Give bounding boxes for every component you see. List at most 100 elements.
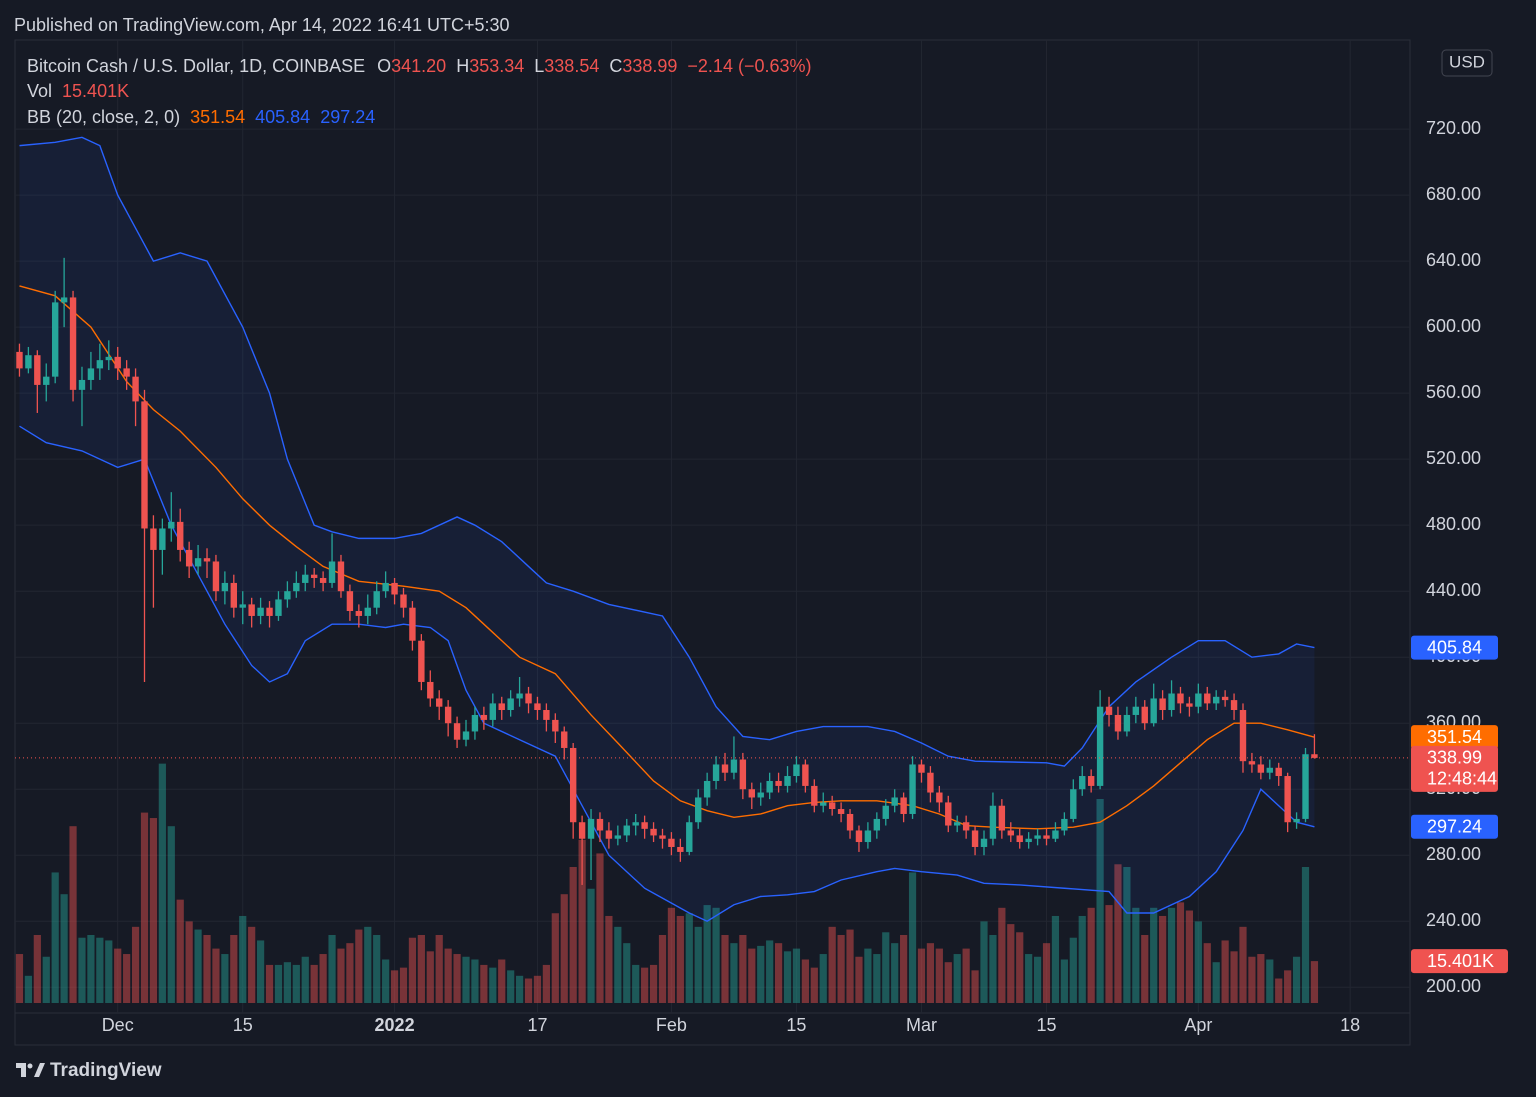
volume-bar: [641, 967, 649, 1003]
candle-body: [1034, 835, 1041, 839]
volume-bar: [390, 970, 399, 1003]
candle-body: [25, 355, 32, 369]
ohlc-value: 341.20: [391, 56, 446, 76]
candle-body: [703, 780, 711, 798]
volume-bar: [87, 935, 95, 1003]
volume-bar: [730, 943, 738, 1003]
candle-body: [1177, 693, 1184, 704]
candle-body: [212, 561, 220, 592]
volume-bar: [15, 954, 24, 1003]
volume-bar: [185, 921, 193, 1003]
volume-bar: [1007, 924, 1015, 1003]
candle-body: [462, 731, 470, 740]
volume-bar: [828, 926, 836, 1003]
legend-row: BB (20, close, 2, 0) 351.54 405.84 297.24: [27, 107, 375, 127]
x-tick-label: 15: [233, 1015, 253, 1035]
volume-bar: [1185, 910, 1194, 1003]
volume-bar: [882, 932, 890, 1003]
candle-body: [1159, 698, 1166, 711]
candle-body: [1186, 703, 1193, 707]
ohlc-key: C: [609, 56, 622, 76]
ohlc-key: H: [456, 56, 469, 76]
candle-body: [275, 599, 282, 616]
candle-body: [614, 835, 622, 839]
volume-bar: [96, 937, 104, 1003]
candle-body: [132, 376, 139, 402]
candle-body: [1239, 710, 1247, 762]
candle-body: [51, 302, 59, 377]
candle-body: [516, 693, 523, 699]
volume-bar: [980, 921, 988, 1003]
price-badge-label: 405.84: [1427, 637, 1482, 657]
candle-body: [346, 591, 354, 611]
candle-body: [284, 591, 291, 600]
candle-body: [748, 789, 755, 798]
volume-bar: [605, 915, 613, 1003]
x-tick-label: 17: [527, 1015, 547, 1035]
volume-bar: [578, 839, 586, 1003]
y-tick-label: 240.00: [1426, 910, 1481, 930]
candle-body: [828, 802, 836, 810]
volume-bar: [471, 959, 479, 1003]
candle-body: [757, 792, 764, 798]
volume-bar: [310, 964, 318, 1003]
volume-bar: [819, 954, 827, 1003]
candle-body: [1213, 696, 1220, 704]
candle-body: [1007, 830, 1014, 836]
candle-body: [105, 356, 112, 361]
candle-body: [69, 297, 77, 390]
volume-bar: [399, 967, 408, 1003]
candle-body: [766, 780, 773, 793]
candle-body: [1079, 776, 1086, 790]
volume-key: Vol: [27, 81, 52, 101]
candle-body: [489, 703, 497, 720]
candle-body: [596, 818, 604, 831]
volume-bar: [560, 894, 568, 1003]
volume-bar: [230, 935, 238, 1003]
candle-body: [194, 558, 202, 567]
candle-body: [1284, 776, 1291, 823]
candle-body: [1221, 696, 1229, 701]
candle-body: [400, 594, 407, 608]
currency-badge: [1441, 49, 1493, 77]
candle-body: [427, 681, 434, 699]
volume-bar: [1301, 867, 1310, 1003]
symbol-title: Bitcoin Cash / U.S. Dollar, 1D, COINBASE: [27, 56, 365, 76]
candle-body: [712, 764, 720, 781]
volume-bar: [355, 929, 363, 1003]
volume-bar: [632, 964, 640, 1003]
volume-bar: [1025, 954, 1033, 1003]
candle-body: [328, 561, 336, 583]
y-tick-label: 600.00: [1426, 316, 1481, 336]
candle-body: [650, 828, 657, 836]
candle-body: [1061, 818, 1068, 831]
volume-bar: [667, 907, 676, 1003]
candle-body: [980, 838, 988, 847]
brand-logo: TradingView: [16, 1060, 162, 1081]
band-fill: [19, 137, 1315, 922]
y-tick-label: 680.00: [1426, 184, 1481, 204]
volume-bar: [1159, 915, 1167, 1003]
candle-body: [927, 772, 934, 793]
volume-bar: [1248, 956, 1256, 1003]
badges: USD405.84351.54338.9912:48:44297.2415.40…: [15, 49, 1508, 974]
candle-body: [552, 719, 559, 732]
candle-body: [962, 822, 970, 831]
volume-bar: [176, 899, 184, 1003]
candle-body: [87, 368, 95, 380]
volume-bar: [917, 948, 926, 1003]
y-tick-label: 280.00: [1426, 844, 1481, 864]
candle-body: [882, 805, 889, 819]
volume-bar: [891, 943, 899, 1003]
volume-bar: [587, 888, 595, 1003]
candle-body: [1275, 767, 1282, 777]
volume-bar: [1087, 907, 1095, 1003]
candle-body: [846, 813, 854, 831]
volume-bar: [614, 926, 622, 1003]
candle-body: [945, 802, 952, 826]
volume-bar: [524, 978, 533, 1003]
candle-body: [918, 764, 925, 773]
price-badge-label: 351.54: [1427, 727, 1482, 747]
candle-body: [150, 528, 157, 550]
